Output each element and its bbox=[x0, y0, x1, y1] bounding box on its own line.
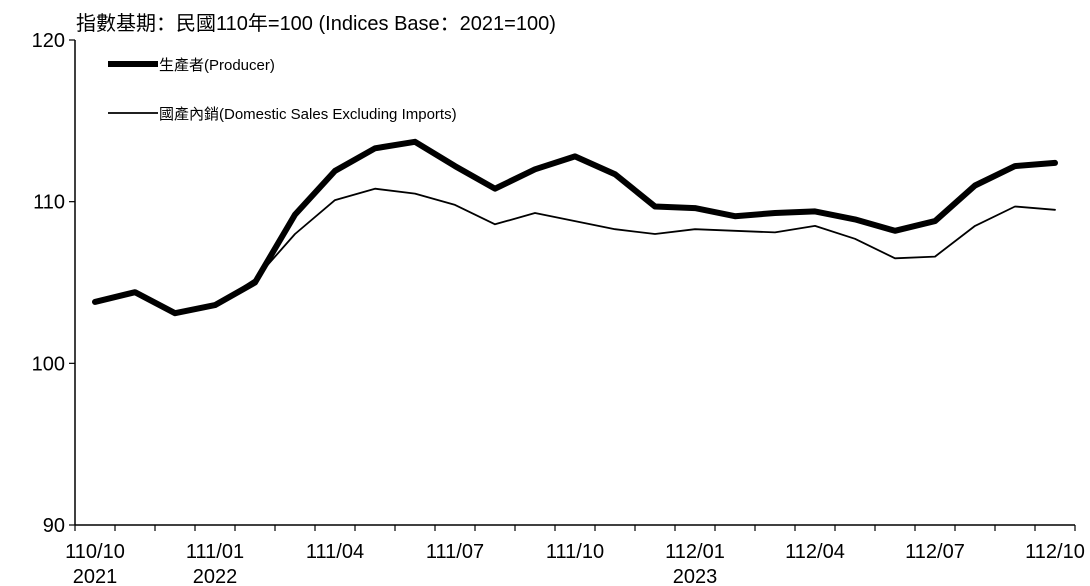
y-tick-label: 100 bbox=[32, 353, 65, 375]
x-tick-label: 111/10 bbox=[546, 541, 604, 563]
legend-label: 生產者(Producer) bbox=[159, 57, 275, 74]
legend: 生產者(Producer) 國產內銷(Domestic Sales Excludi… bbox=[108, 57, 457, 123]
x-tick-label: 112/07 bbox=[905, 541, 965, 563]
x-tick-year-label: 2021 bbox=[73, 566, 118, 586]
y-axis-ticks: 90 100 110 120 bbox=[32, 30, 75, 537]
x-tick-label: 111/01 bbox=[186, 541, 244, 563]
x-tick-label: 111/07 bbox=[426, 541, 484, 563]
y-tick-label: 110 bbox=[33, 192, 65, 214]
series-line-domestic-sales bbox=[94, 187, 1056, 315]
series-line-producer bbox=[92, 138, 1058, 317]
x-tick-label: 111/04 bbox=[306, 541, 364, 563]
x-tick-year-label: 2022 bbox=[193, 566, 238, 586]
series-lines bbox=[92, 138, 1058, 317]
x-tick-label: 112/04 bbox=[785, 541, 845, 563]
x-tick-label: 110/10 bbox=[65, 541, 125, 563]
chart-base-note: 指數基期：民國110年=100 (Indices Base：2021=100) bbox=[76, 12, 556, 35]
x-tick-year-label: 2023 bbox=[673, 566, 718, 586]
x-axis-ticks: 110/10 2021 111/01 2022 111/04 111/07 111/10 11… bbox=[65, 525, 1085, 586]
y-tick-label: 120 bbox=[32, 30, 65, 52]
x-tick-label: 112/10 bbox=[1025, 541, 1085, 563]
legend-label: 國產內銷(Domestic Sales Excluding Imports) bbox=[159, 106, 457, 123]
y-tick-label: 90 bbox=[43, 515, 65, 537]
x-tick-label: 112/01 bbox=[665, 541, 725, 563]
